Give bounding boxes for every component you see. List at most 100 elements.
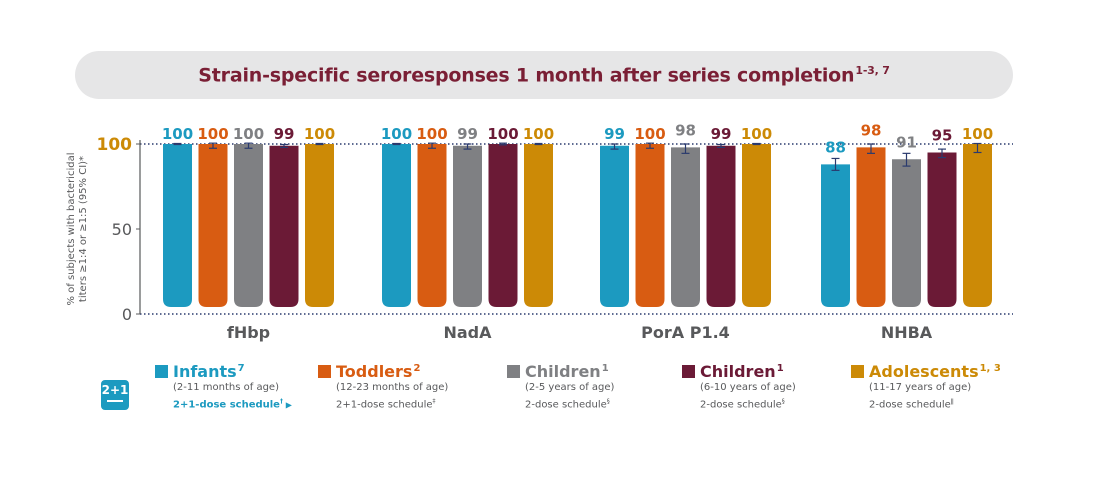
y-axis-label-line2: titers ≥1:4 or ≥1:5 (95% CI)* — [78, 156, 89, 302]
legend-head: Toddlers2 — [318, 362, 448, 381]
arrow-right-icon: ▶ — [282, 400, 292, 410]
legend-label-sup: 1 — [776, 362, 784, 374]
data-label: 88 — [825, 138, 846, 156]
bar — [927, 152, 957, 307]
legend-label-sup: 7 — [237, 362, 245, 374]
data-label: 100 — [962, 125, 993, 143]
bar — [671, 147, 700, 307]
bar — [635, 144, 665, 307]
y-tick-label: 50 — [112, 220, 132, 239]
legend-label-text: Children — [700, 362, 776, 381]
legend-head: Children1 — [507, 362, 614, 381]
legend-schedule: 2-dose schedule§ — [525, 395, 614, 412]
data-label: 100 — [233, 125, 264, 143]
legend-schedule: 2-dose schedule§ — [700, 395, 796, 412]
legend-age: (2-5 years of age) — [525, 382, 615, 393]
data-label: 99 — [604, 125, 625, 143]
bar — [305, 144, 334, 307]
legend-item: Toddlers2 (12-23 months of age) 2+1-dose s… — [318, 362, 448, 412]
legend-head: Infants7 — [155, 362, 292, 381]
legend-swatch — [682, 365, 695, 378]
legend-schedule-text: 2-dose schedule — [869, 399, 951, 411]
legend-schedule-text: 2-dose schedule — [700, 399, 782, 411]
legend-schedule-sup: † — [279, 398, 283, 405]
data-label: 98 — [861, 121, 882, 139]
legend-item: Children1 (2-5 years of age) 2-dose schedu… — [507, 362, 614, 412]
two-plus-one-badge: 2+1 — [101, 380, 129, 410]
legend-label-text: Adolescents — [869, 362, 979, 381]
bar — [821, 164, 850, 307]
legend-schedule-sup: ǁ — [950, 398, 954, 405]
bar — [488, 144, 518, 307]
bar — [856, 147, 886, 307]
legend-item: Infants7 (2-11 months of age) 2+1-dose sch… — [155, 362, 292, 412]
data-label: 91 — [896, 133, 917, 151]
legend-label: Infants7 — [173, 362, 245, 381]
legend-swatch — [507, 365, 520, 378]
data-label: 95 — [932, 127, 953, 145]
legend-schedule-sup: § — [781, 398, 785, 405]
bar — [417, 144, 447, 307]
legend-item: Adolescents1, 3 (11-17 years of age) 2-dos… — [851, 362, 1001, 412]
syringe-icon — [107, 400, 123, 402]
data-label: 99 — [457, 125, 478, 143]
bar — [524, 144, 553, 307]
bar — [163, 144, 192, 307]
legend-label: Children1 — [525, 362, 609, 381]
data-label: 100 — [304, 125, 335, 143]
category-label: fHbp — [227, 323, 270, 342]
data-label: 100 — [416, 125, 447, 143]
legend-label: Adolescents1, 3 — [869, 362, 1001, 381]
legend-label-sup: 1, 3 — [979, 362, 1001, 374]
legend-schedule: 2-dose scheduleǁ — [869, 395, 1001, 412]
legend-label-sup: 1 — [601, 362, 609, 374]
y-axis-label: % of subjects with bactericidaltiters ≥1… — [66, 153, 89, 306]
bar — [453, 145, 482, 307]
legend-schedule-text: 2-dose schedule — [525, 399, 607, 411]
legend-label-sup: 2 — [413, 362, 421, 374]
y-tick-label: 100 — [97, 135, 133, 155]
bar — [706, 145, 736, 307]
bar — [198, 144, 228, 307]
legend-schedule: 2+1-dose schedule‡ — [336, 395, 448, 412]
schedule-link[interactable]: 2+1-dose schedule† ▶ — [173, 395, 292, 412]
y-tick-label: 0 — [122, 305, 132, 324]
data-label: 99 — [711, 125, 732, 143]
legend-schedule-text: 2+1-dose schedule — [336, 399, 433, 411]
data-label: 100 — [162, 125, 193, 143]
category-label: NadA — [443, 323, 492, 342]
legend-schedule-text: 2+1-dose schedule — [173, 399, 280, 411]
legend-label-text: Infants — [173, 362, 237, 381]
legend-label: Toddlers2 — [336, 362, 420, 381]
bar — [892, 159, 921, 307]
legend-head: Adolescents1, 3 — [851, 362, 1001, 381]
data-label: 100 — [741, 125, 772, 143]
data-label: 100 — [381, 125, 412, 143]
chart-title: Strain-specific seroresponses 1 month af… — [198, 63, 890, 87]
legend-schedule-sup: ‡ — [432, 398, 436, 405]
data-label: 100 — [197, 125, 228, 143]
bar — [382, 144, 411, 307]
legend-schedule-sup: § — [606, 398, 610, 405]
y-axis-label-line1: % of subjects with bactericidal — [66, 153, 77, 306]
legend-age: (12-23 months of age) — [336, 382, 449, 393]
title-banner: Strain-specific seroresponses 1 month af… — [75, 51, 1013, 99]
data-label: 99 — [274, 125, 295, 143]
data-label: 100 — [487, 125, 518, 143]
badge-text: 2+1 — [101, 383, 129, 397]
legend-swatch — [851, 365, 864, 378]
category-label: PorA P1.4 — [641, 323, 730, 342]
legend-label: Children1 — [700, 362, 784, 381]
chart-title-sup: 1-3, 7 — [855, 63, 890, 77]
legend-label-text: Toddlers — [336, 362, 413, 381]
data-label: 100 — [523, 125, 554, 143]
legend-swatch — [155, 365, 168, 378]
bar — [269, 145, 299, 307]
legend-swatch — [318, 365, 331, 378]
chart-title-text: Strain-specific seroresponses 1 month af… — [198, 64, 855, 87]
bar — [600, 145, 629, 307]
legend-item: Children1 (6-10 years of age) 2-dose sched… — [682, 362, 796, 412]
bar — [234, 144, 263, 307]
legend-label-text: Children — [525, 362, 601, 381]
